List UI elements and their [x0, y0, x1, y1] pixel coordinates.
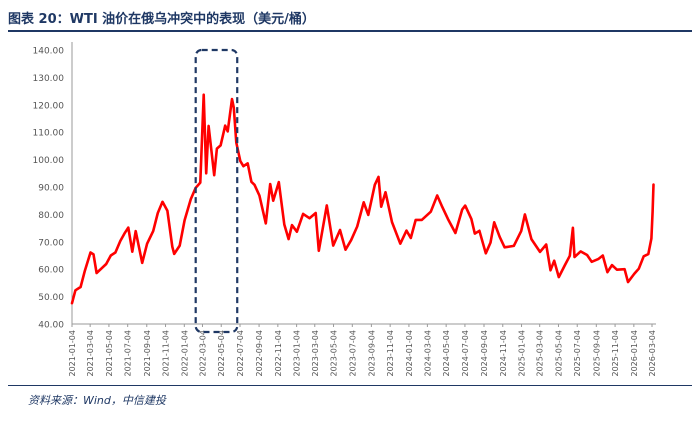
x-tick-label: 2021-01-04 [68, 330, 77, 377]
x-tick-label: 2024-11-04 [499, 330, 508, 377]
source-divider [8, 385, 692, 386]
x-tick-label: 2022-03-04 [198, 330, 207, 377]
x-tick-label: 2025-09-04 [592, 330, 601, 377]
x-tick-label: 2021-09-04 [143, 330, 152, 377]
x-tick-label: 2021-07-04 [124, 330, 133, 377]
x-tick-label: 2025-11-04 [611, 330, 620, 377]
y-tick-label: 80.00 [38, 211, 64, 221]
x-tick-label: 2024-03-04 [423, 330, 432, 377]
source-note: 资料来源：Wind，中信建投 [28, 394, 166, 407]
x-tick-label: 2023-01-04 [293, 330, 302, 377]
y-tick-label: 90.00 [38, 184, 64, 194]
x-tick-label: 2023-11-04 [386, 330, 395, 377]
x-axis: 2021-01-04 2021-03-04 2021-05-04 2021-07-04… [68, 323, 657, 377]
y-tick-label: 50.00 [38, 293, 64, 303]
x-tick-label: 2022-01-04 [180, 330, 189, 377]
x-tick-label: 2023-05-04 [330, 330, 339, 377]
x-tick-label: 2024-05-04 [442, 330, 451, 377]
x-tick-label: 2022-05-04 [217, 330, 226, 377]
x-tick-label: 2025-05-04 [554, 330, 563, 377]
wti-line-chart: 40.00 50.00 60.00 70.00 80.00 90.00 100.00 110.… [33, 42, 657, 377]
x-tick-label: 2021-03-04 [86, 330, 95, 377]
x-tick-label: 2024-01-04 [405, 330, 414, 377]
plot-area [70, 48, 655, 334]
x-tick-label: 2023-03-04 [311, 330, 320, 377]
chart-title: 图表 20：WTI 油价在俄乌冲突中的表现（美元/桶） [8, 12, 315, 27]
highlight-box [194, 48, 239, 334]
x-tick-label: 2022-09-04 [255, 330, 264, 377]
y-tick-label: 40.00 [38, 321, 64, 331]
y-tick-label: 130.00 [33, 74, 65, 84]
y-axis: 40.00 50.00 60.00 70.00 80.00 90.00 100.00 110.… [33, 42, 73, 331]
y-tick-label: 110.00 [33, 129, 65, 139]
x-tick-label: 2023-07-04 [348, 330, 357, 377]
x-tick-label: 2024-09-04 [480, 330, 489, 377]
x-tick-label: 2024-07-04 [461, 330, 470, 377]
x-tick-label: 2026-01-04 [630, 330, 639, 377]
title-divider [8, 30, 692, 32]
x-tick-label: 2023-09-04 [367, 330, 376, 377]
x-tick-label: 2025-07-04 [573, 330, 582, 377]
x-tick-label: 2025-01-04 [518, 330, 527, 377]
y-tick-label: 140.00 [33, 47, 65, 57]
x-tick-label: 2022-11-04 [274, 330, 283, 377]
y-tick-label: 70.00 [38, 238, 64, 248]
y-tick-label: 60.00 [38, 266, 64, 276]
x-tick-label: 2025-03-04 [536, 330, 545, 377]
x-tick-label: 2021-05-04 [105, 330, 114, 377]
y-tick-label: 100.00 [33, 156, 65, 166]
y-tick-label: 120.00 [33, 101, 65, 111]
series-line [70, 93, 655, 305]
x-tick-label: 2021-11-04 [162, 330, 171, 377]
x-tick-label: 2026-03-04 [648, 330, 657, 377]
x-tick-label: 2022-07-04 [236, 330, 245, 377]
